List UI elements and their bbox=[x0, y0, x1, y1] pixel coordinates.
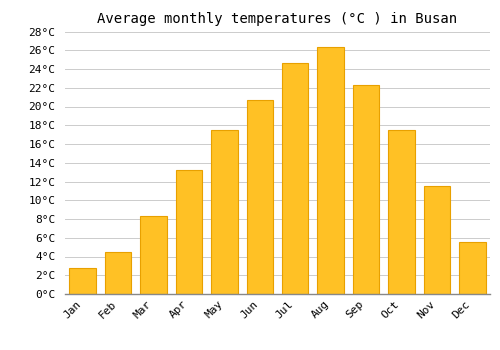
Bar bbox=[353, 85, 380, 294]
Title: Average monthly temperatures (°C ) in Busan: Average monthly temperatures (°C ) in Bu… bbox=[98, 12, 458, 26]
Bar bbox=[459, 241, 485, 294]
Bar bbox=[282, 63, 308, 294]
Bar bbox=[246, 100, 273, 294]
Bar bbox=[105, 252, 132, 294]
Bar bbox=[388, 130, 414, 294]
Bar bbox=[424, 186, 450, 294]
Bar bbox=[140, 216, 167, 294]
Bar bbox=[176, 170, 202, 294]
Bar bbox=[318, 47, 344, 294]
Bar bbox=[70, 268, 96, 294]
Bar bbox=[211, 130, 238, 294]
